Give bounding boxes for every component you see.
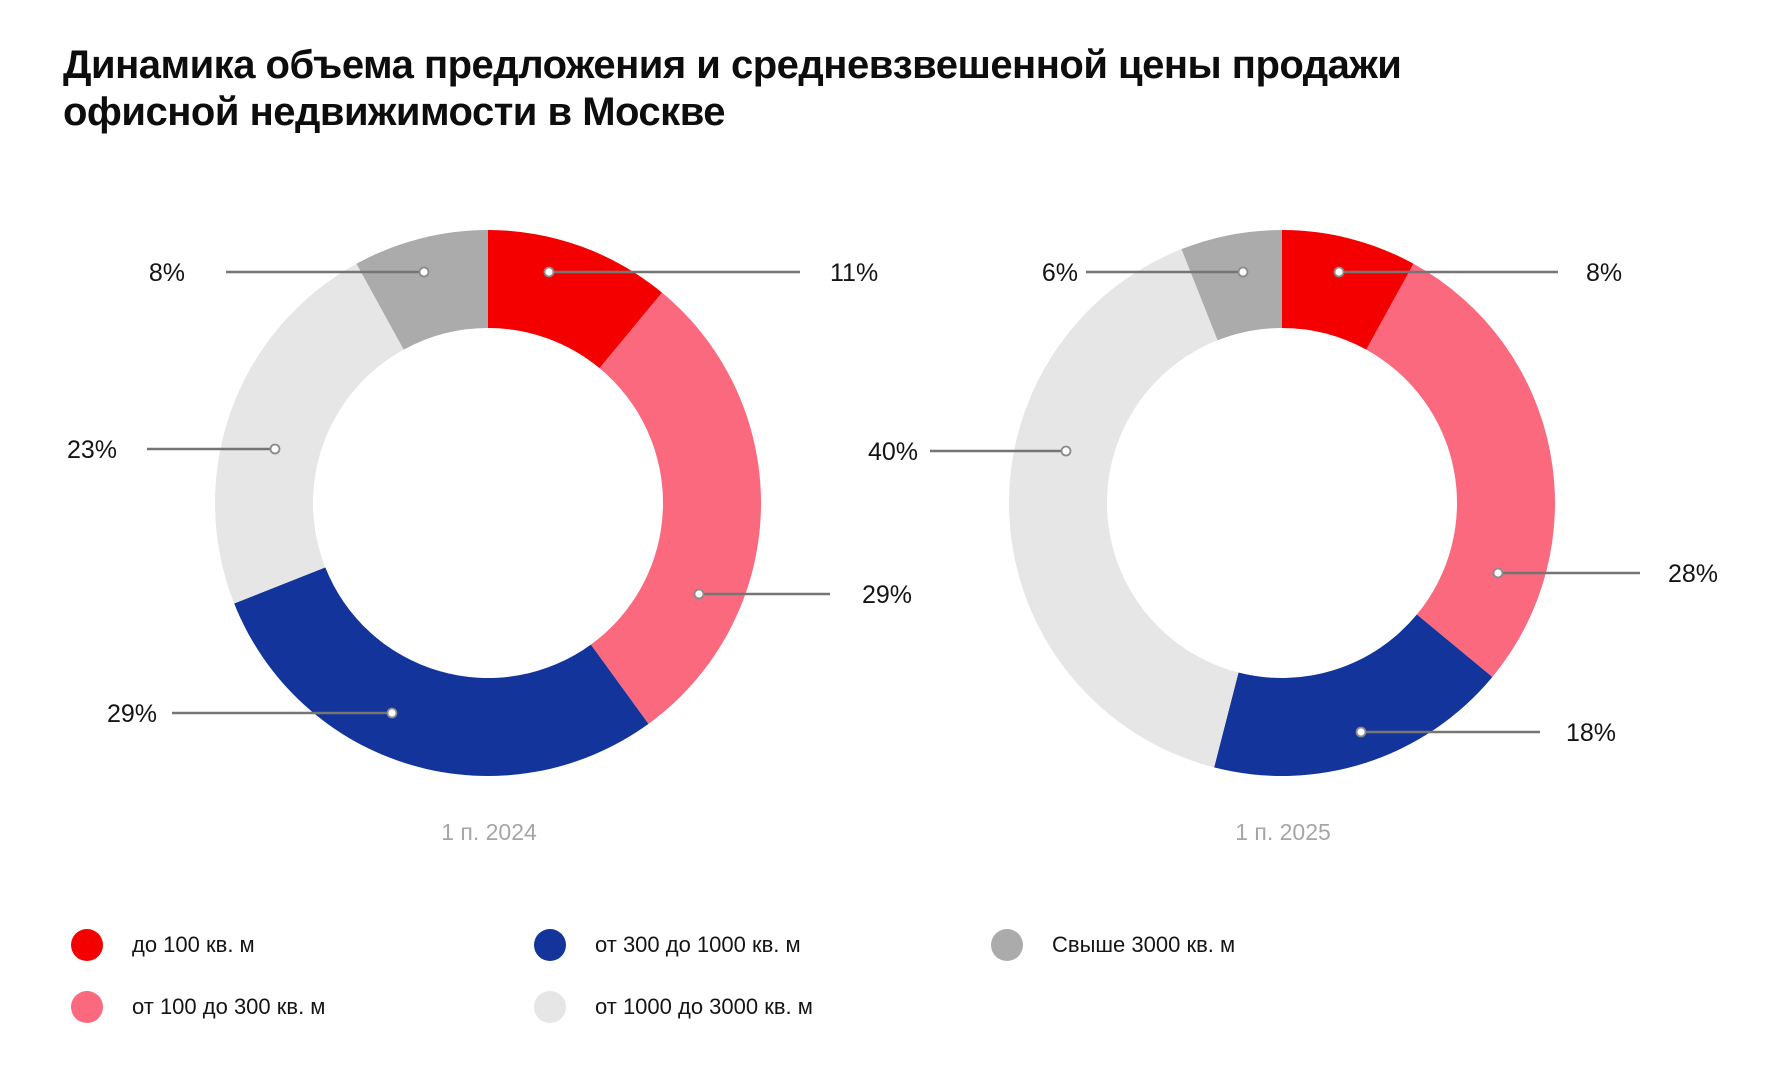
legend-item-red: до 100 кв. м [71,929,255,961]
chart-title: Динамика объема предложения и средневзве… [63,42,1703,136]
legend-item-blue: от 300 до 1000 кв. м [534,929,801,961]
legend-label-blue: от 300 до 1000 кв. м [595,932,801,957]
legend-item-pink: от 100 до 300 кв. м [71,991,325,1023]
legend-dot-gray [991,929,1023,961]
legend-label-pink: от 100 до 300 кв. м [132,994,326,1019]
legend-label-gray: Свыше 3000 кв. м [1052,932,1236,957]
legend-dot-blue [534,929,566,961]
legend-dot-pink [71,991,103,1023]
legend-item-gray: Свыше 3000 кв. м [991,929,1235,961]
legend-label-light_gray: от 1000 до 3000 кв. м [595,994,813,1019]
chart-title-line1: Динамика объема предложения и средневзве… [63,43,1402,87]
legend-dot-light_gray [534,991,566,1023]
legend-item-light_gray: от 1000 до 3000 кв. м [534,991,813,1023]
chart-title-line2: офисной недвижимости в Москве [63,90,726,134]
legend-dot-red [71,929,103,961]
legend-label-red: до 100 кв. м [132,932,255,957]
